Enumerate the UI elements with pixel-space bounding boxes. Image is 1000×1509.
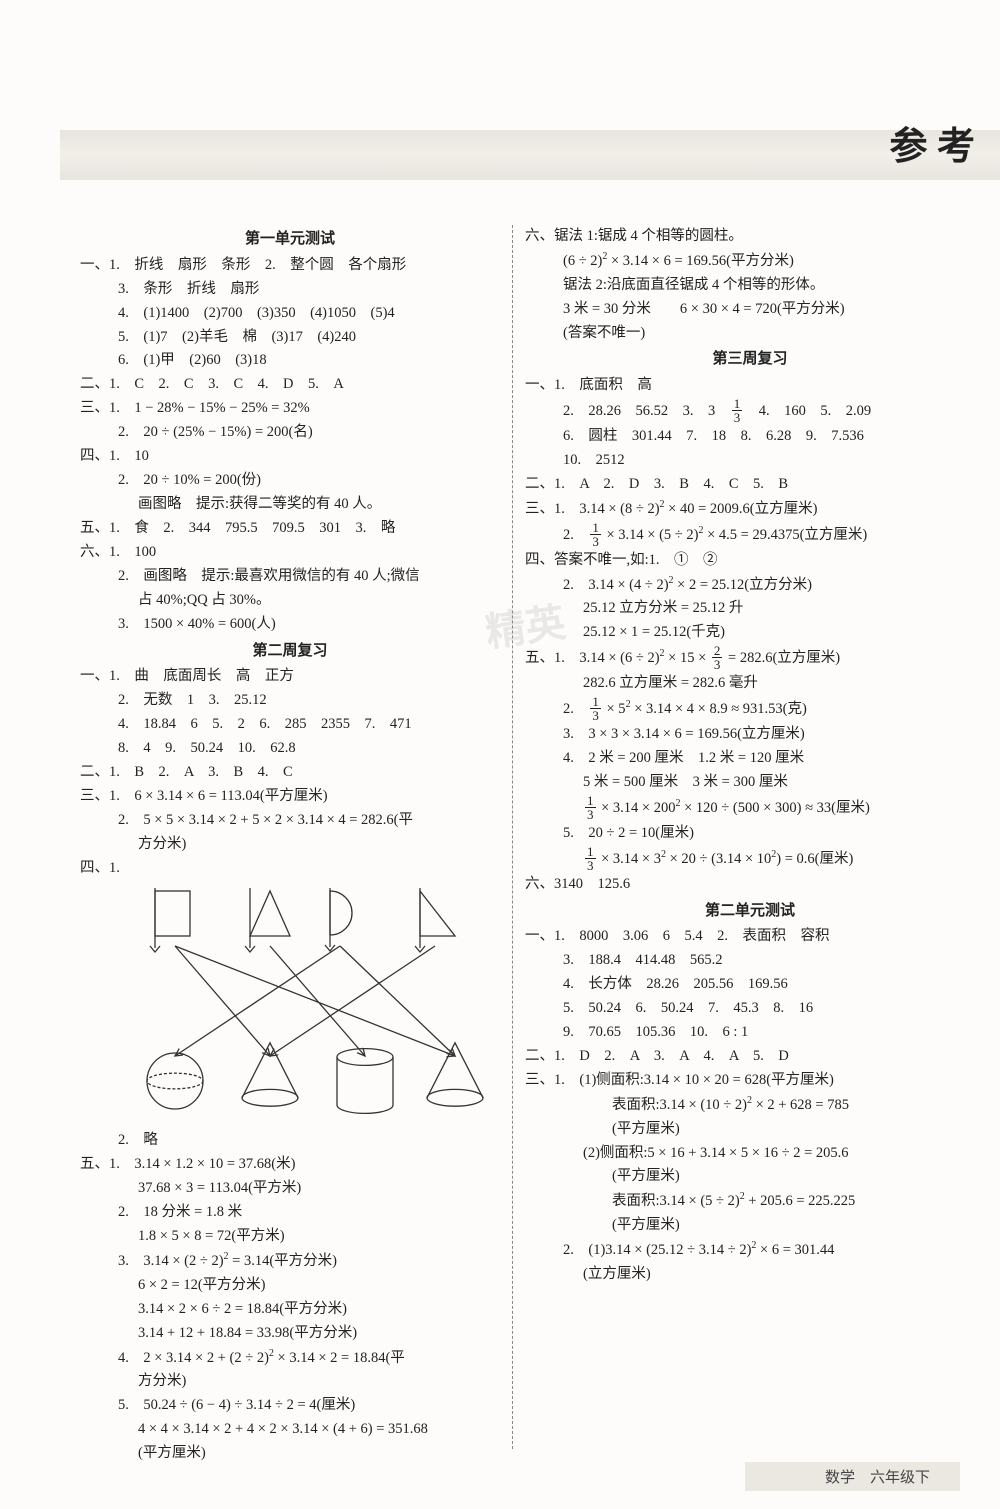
text-line: 2. 13 × 3.14 × (5 ÷ 2)2 × 4.5 = 29.4375(… [525,522,975,549]
text-line: (平方厘米) [525,1165,975,1189]
text-line: 2. (1)3.14 × (25.12 ÷ 3.14 ÷ 2)2 × 6 = 3… [525,1238,975,1263]
text-line: 5. 20 ÷ 2 = 10(厘米) [525,822,975,846]
text-line: 3 米 = 30 分米 6 × 30 × 4 = 720(平方分米) [525,298,975,322]
text-line: 4. 18.84 6 5. 2 6. 285 2355 7. 471 [80,713,500,737]
text-line: 四、答案不唯一,如:1. ① ② [525,549,975,573]
text-line: 三、1. 6 × 3.14 × 6 = 113.04(平方厘米) [80,785,500,809]
text-line: 6 × 2 = 12(平方分米) [80,1274,500,1298]
text-line: 表面积:3.14 × (10 ÷ 2)2 × 2 + 628 = 785 [525,1093,975,1118]
header-title: 参 考 [889,115,975,170]
text-line: 3. 188.4 414.48 565.2 [525,949,975,973]
text-line: 一、1. 8000 3.06 6 5.4 2. 表面积 容积 [525,925,975,949]
text-line: 五、1. 3.14 × 1.2 × 10 = 37.68(米) [80,1153,500,1177]
text-line: 6. (1)甲 (2)60 (3)18 [80,349,500,373]
text-line: 13 × 3.14 × 2002 × 120 ÷ (500 × 300) ≈ 3… [525,795,975,822]
text-line: 4. 长方体 28.26 205.56 169.56 [525,973,975,997]
text-line: 2. 5 × 5 × 3.14 × 2 + 5 × 2 × 3.14 × 4 =… [80,809,500,833]
left-column: 第一单元测试 一、1. 折线 扇形 条形 2. 整个圆 各个扇形 3. 条形 折… [80,225,500,1449]
text-line: (立方厘米) [525,1263,975,1287]
text-line: 一、1. 曲 底面周长 高 正方 [80,665,500,689]
text-line: (答案不唯一) [525,322,975,346]
right-column: 六、锯法 1:锯成 4 个相等的圆柱。 (6 ÷ 2)2 × 3.14 × 6 … [525,225,975,1449]
text-line: (平方厘米) [525,1214,975,1238]
text-line: 方分米) [80,1370,500,1394]
page-footer: 数学 六年级下 [745,1462,960,1491]
text-line: 六、3140 125.6 [525,873,975,897]
text-line: (6 ÷ 2)2 × 3.14 × 6 = 169.56(平方分米) [525,249,975,274]
text-line: 3. 3 × 3 × 3.14 × 6 = 169.56(立方厘米) [525,723,975,747]
section-title: 第二单元测试 [525,899,975,924]
text-line: 方分米) [80,833,500,857]
text-line: 锯法 2:沿底面直径锯成 4 个相等的形体。 [525,274,975,298]
text-line: 一、1. 折线 扇形 条形 2. 整个圆 各个扇形 [80,254,500,278]
text-line: 25.12 立方分米 = 25.12 升 [525,597,975,621]
text-line: 四、1. 10 [80,445,500,469]
text-line: 二、1. D 2. A 3. A 4. A 5. D [525,1045,975,1069]
text-line: 2. 无数 1 3. 25.12 [80,689,500,713]
text-line: 3.14 + 12 + 18.84 = 33.98(平方分米) [80,1322,500,1346]
matching-diagram [120,881,500,1121]
text-line: 五、1. 食 2. 344 795.5 709.5 301 3. 略 [80,517,500,541]
text-line: 3. 1500 × 40% = 600(人) [80,613,500,637]
text-line: 6. 圆柱 301.44 7. 18 8. 6.28 9. 7.536 [525,425,975,449]
text-line: 25.12 × 1 = 25.12(千克) [525,621,975,645]
text-line: 三、1. 3.14 × (8 ÷ 2)2 × 40 = 2009.6(立方厘米) [525,497,975,522]
text-line: 4. 2 × 3.14 × 2 + (2 ÷ 2)2 × 3.14 × 2 = … [80,1346,500,1371]
text-line: 三、1. 1 − 28% − 15% − 25% = 32% [80,397,500,421]
text-line: 5 米 = 500 厘米 3 米 = 300 厘米 [525,771,975,795]
text-line: 2. 3.14 × (4 ÷ 2)2 × 2 = 25.12(立方分米) [525,573,975,598]
section-title: 第三周复习 [525,347,975,372]
text-line: 10. 2512 [525,449,975,473]
text-line: 二、1. B 2. A 3. B 4. C [80,761,500,785]
page: 参 考 第一单元测试 一、1. 折线 扇形 条形 2. 整个圆 各个扇形 3. … [0,0,1000,1509]
text-line: 六、1. 100 [80,541,500,565]
text-line: 1.8 × 5 × 8 = 72(平方米) [80,1225,500,1249]
content-columns: 第一单元测试 一、1. 折线 扇形 条形 2. 整个圆 各个扇形 3. 条形 折… [80,225,980,1449]
text-line: 5. 50.24 6. 50.24 7. 45.3 8. 16 [525,997,975,1021]
text-line: 5. (1)7 (2)羊毛 棉 (3)17 (4)240 [80,326,500,350]
section-title: 第一单元测试 [80,227,500,252]
text-line: 2. 18 分米 = 1.8 米 [80,1201,500,1225]
text-line: (平方厘米) [525,1118,975,1142]
text-line: 9. 70.65 105.36 10. 6 : 1 [525,1021,975,1045]
text-line: 一、1. 底面积 高 [525,374,975,398]
text-line: 二、1. C 2. C 3. C 4. D 5. A [80,373,500,397]
text-line: 3. 3.14 × (2 ÷ 2)2 = 3.14(平方分米) [80,1249,500,1274]
text-line: 表面积:3.14 × (5 ÷ 2)2 + 205.6 = 225.225 [525,1189,975,1214]
text-line: 2. 20 ÷ (25% − 15%) = 200(名) [80,421,500,445]
text-line: 2. 28.26 56.52 3. 3 13 4. 160 5. 2.09 [525,398,975,425]
text-line: (2)侧面积:5 × 16 + 3.14 × 5 × 16 ÷ 2 = 205.… [525,1142,975,1166]
text-line: 2. 略 [80,1129,500,1153]
text-line: 4 × 4 × 3.14 × 2 + 4 × 2 × 3.14 × (4 + 6… [80,1418,500,1442]
text-line: 2. 20 ÷ 10% = 200(份) [80,469,500,493]
text-line: 画图略 提示:获得二等奖的有 40 人。 [80,493,500,517]
text-line: 3.14 × 2 × 6 ÷ 2 = 18.84(平方分米) [80,1298,500,1322]
text-line: 4. (1)1400 (2)700 (3)350 (4)1050 (5)4 [80,302,500,326]
text-line: 六、锯法 1:锯成 4 个相等的圆柱。 [525,225,975,249]
text-line: 2. 13 × 52 × 3.14 × 4 × 8.9 ≈ 931.53(克) [525,696,975,723]
text-line: 四、1. [80,857,500,881]
text-line: (平方厘米) [80,1442,500,1466]
text-line: 五、1. 3.14 × (6 ÷ 2)2 × 15 × 23 = 282.6(立… [525,645,975,672]
text-line: 13 × 3.14 × 32 × 20 ÷ (3.14 × 102) = 0.6… [525,846,975,873]
text-line: 5. 50.24 ÷ (6 − 4) ÷ 3.14 ÷ 2 = 4(厘米) [80,1394,500,1418]
text-line: 37.68 × 3 = 113.04(平方米) [80,1177,500,1201]
section-title: 第二周复习 [80,639,500,664]
text-line: 2. 画图略 提示:最喜欢用微信的有 40 人;微信 [80,565,500,589]
text-line: 3. 条形 折线 扇形 [80,278,500,302]
text-line: 占 40%;QQ 占 30%。 [80,589,500,613]
text-line: 8. 4 9. 50.24 10. 62.8 [80,737,500,761]
text-line: 282.6 立方厘米 = 282.6 毫升 [525,672,975,696]
header-band [60,130,1000,180]
text-line: 二、1. A 2. D 3. B 4. C 5. B [525,473,975,497]
text-line: 三、1. (1)侧面积:3.14 × 10 × 20 = 628(平方厘米) [525,1069,975,1093]
text-line: 4. 2 米 = 200 厘米 1.2 米 = 120 厘米 [525,747,975,771]
column-divider [512,225,513,1449]
